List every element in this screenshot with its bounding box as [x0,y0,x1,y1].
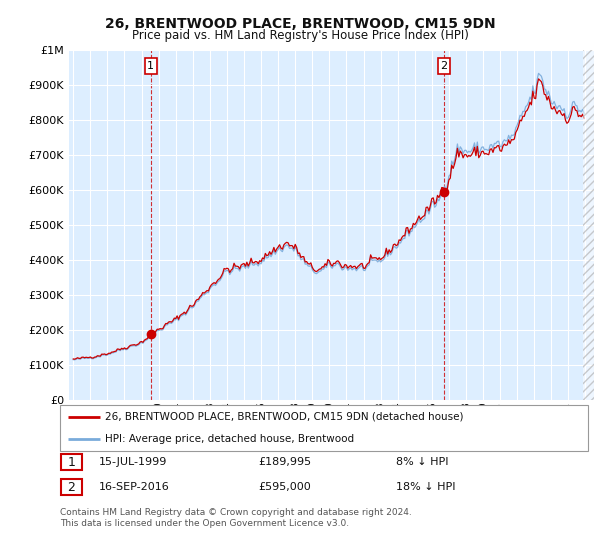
Text: Contains HM Land Registry data © Crown copyright and database right 2024.
This d: Contains HM Land Registry data © Crown c… [60,508,412,528]
Text: 26, BRENTWOOD PLACE, BRENTWOOD, CM15 9DN: 26, BRENTWOOD PLACE, BRENTWOOD, CM15 9DN [104,17,496,31]
Text: Price paid vs. HM Land Registry's House Price Index (HPI): Price paid vs. HM Land Registry's House … [131,29,469,42]
Text: 18% ↓ HPI: 18% ↓ HPI [396,482,455,492]
Text: 1: 1 [67,455,76,469]
Text: 16-SEP-2016: 16-SEP-2016 [99,482,170,492]
Bar [583,50,594,400]
Text: 26, BRENTWOOD PLACE, BRENTWOOD, CM15 9DN (detached house): 26, BRENTWOOD PLACE, BRENTWOOD, CM15 9DN… [105,412,463,422]
Text: 15-JUL-1999: 15-JUL-1999 [99,457,167,467]
Text: 8% ↓ HPI: 8% ↓ HPI [396,457,449,467]
Text: HPI: Average price, detached house, Brentwood: HPI: Average price, detached house, Bren… [105,434,354,444]
Text: £595,000: £595,000 [258,482,311,492]
Text: 1: 1 [147,61,154,71]
Text: 2: 2 [440,61,448,71]
Text: 2: 2 [67,480,76,494]
Text: £189,995: £189,995 [258,457,311,467]
